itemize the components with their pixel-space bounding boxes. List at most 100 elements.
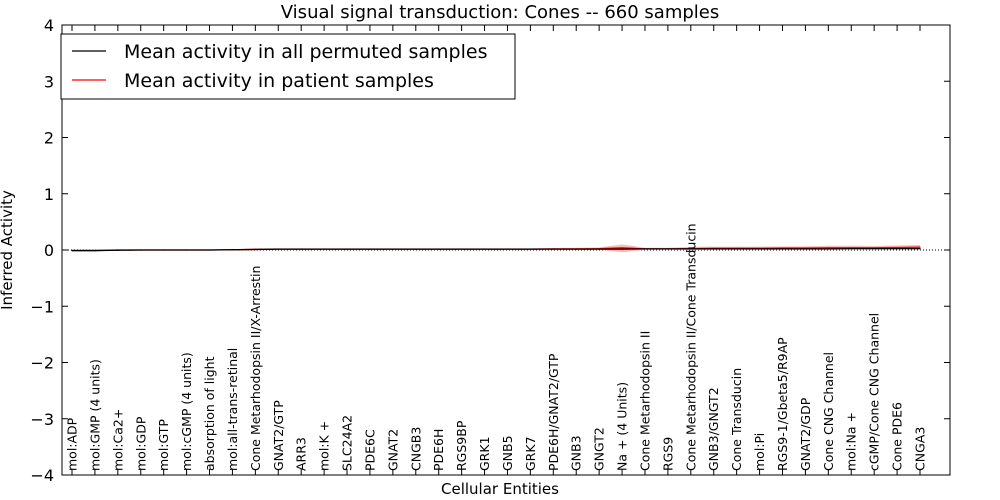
- point-patient-24: [621, 247, 623, 249]
- point-permuted-19: [506, 248, 509, 250]
- x-tick-label: CNGA3: [913, 427, 928, 471]
- point-permuted-4: [163, 249, 165, 251]
- x-tick-label: CNGB3: [408, 427, 423, 471]
- x-tick-label: PDE6H/GNAT2/GTP: [546, 353, 561, 471]
- x-tick-label: PDE6H: [431, 429, 446, 471]
- x-tick-label: Na + (4 Units): [615, 382, 630, 471]
- x-tick-label: GNB5: [500, 435, 515, 471]
- point-permuted-14: [392, 248, 394, 250]
- x-tick-label: GNAT2/GDP: [798, 397, 813, 471]
- point-permuted-11: [323, 248, 325, 250]
- point-permuted-3: [140, 249, 142, 251]
- y-axis-label: Inferred Activity: [0, 190, 16, 310]
- legend: Mean activity in all permuted samples Me…: [60, 33, 516, 100]
- x-tick-label: GNGT2: [592, 427, 607, 471]
- x-axis-label: Cellular Entities: [441, 480, 559, 498]
- x-tick-label: PDE6C: [362, 429, 377, 471]
- point-permuted-37: [919, 247, 921, 250]
- point-permuted-8: [254, 248, 256, 251]
- y-tick-label: 3: [44, 72, 54, 91]
- x-tick-label: SLC24A2: [340, 415, 355, 471]
- point-permuted-35: [873, 247, 875, 250]
- x-tick-label: RGS9BP: [454, 420, 469, 471]
- y-tick-label: −2: [30, 354, 54, 373]
- x-tick-label: Cone Metarhodopsin II: [638, 331, 653, 471]
- point-permuted-7: [231, 249, 234, 251]
- legend-label-permuted: Mean activity in all permuted samples: [124, 41, 487, 63]
- x-tick-label: GRK7: [523, 436, 538, 471]
- point-permuted-17: [461, 248, 463, 250]
- legend-label-patient: Mean activity in patient samples: [124, 70, 434, 92]
- x-tick-label: RGS9-1/Gbeta5/R9AP: [775, 337, 790, 471]
- x-tick-label: mol:Na +: [844, 412, 859, 471]
- point-permuted-24: [621, 248, 623, 250]
- point-permuted-22: [575, 248, 577, 250]
- x-tick-label: mol:GDP: [133, 416, 148, 471]
- legend-box: [60, 33, 516, 100]
- point-permuted-23: [598, 248, 600, 250]
- point-permuted-9: [277, 248, 279, 250]
- point-permuted-27: [690, 248, 692, 250]
- point-permuted-34: [850, 247, 852, 250]
- y-tick-label: 0: [44, 241, 54, 260]
- point-permuted-29: [736, 248, 738, 250]
- point-permuted-10: [300, 248, 302, 250]
- x-tick-label: mol:K +: [317, 421, 332, 471]
- point-permuted-1: [94, 249, 96, 252]
- x-tick-label: Cone PDE6: [890, 402, 905, 471]
- y-tick-label: 2: [44, 129, 54, 148]
- point-permuted-33: [827, 248, 829, 250]
- x-tick-label: GNAT2: [385, 429, 400, 471]
- x-tick-label: mol:Pi: [752, 433, 767, 471]
- point-permuted-6: [208, 249, 211, 251]
- patient-confidence-band: [72, 244, 920, 253]
- x-tick-label: mol:ADP: [65, 417, 80, 471]
- point-permuted-32: [804, 248, 807, 250]
- x-tick-label: GNB3/GNGT2: [706, 387, 721, 471]
- tick-layer: −4 −3 −2 −1 0 1 2 3 4 mol:ADP mol:GMP (4 units) mol…: [30, 16, 950, 485]
- point-patient-33: [827, 247, 829, 249]
- x-tick-label: mol:GTP: [156, 419, 171, 471]
- y-tick-label: 4: [44, 16, 54, 35]
- y-tick-label: −1: [30, 297, 54, 316]
- series-line-permuted: [72, 247, 920, 252]
- x-tick-label: mol:cGMP (4 units): [179, 352, 194, 471]
- point-permuted-2: [117, 249, 119, 251]
- x-tick-label: GRK1: [477, 436, 492, 471]
- point-permuted-12: [346, 248, 348, 250]
- x-tick-label: absorption of light: [202, 356, 217, 471]
- x-tick-label: Cone Transducin: [729, 368, 744, 471]
- x-tick-label: mol:GMP (4 units): [87, 359, 102, 471]
- x-tick-label: mol:Ca2+: [110, 409, 125, 471]
- point-permuted-0: [71, 249, 73, 252]
- point-permuted-25: [644, 248, 646, 250]
- point-permuted-5: [185, 249, 188, 251]
- point-permuted-21: [552, 248, 554, 250]
- point-patient-37: [919, 246, 921, 248]
- point-permuted-20: [529, 248, 531, 250]
- x-tick-label: Cone Metarhodopsin II/X-Arrestin: [248, 266, 263, 471]
- point-permuted-15: [415, 248, 417, 250]
- y-tick-label: 1: [44, 185, 54, 204]
- chart-title: Visual signal transduction: Cones -- 660…: [281, 2, 719, 23]
- point-permuted-30: [758, 248, 761, 250]
- point-permuted-28: [713, 248, 715, 250]
- point-permuted-31: [781, 248, 784, 250]
- plot-area: [62, 244, 950, 253]
- point-permuted-26: [667, 248, 669, 250]
- point-permuted-16: [438, 248, 440, 250]
- x-tick-label: GNAT2/GTP: [271, 400, 286, 471]
- x-tick-label: GNB3: [569, 435, 584, 471]
- x-tick-label: RGS9: [660, 437, 675, 471]
- point-permuted-13: [369, 248, 371, 250]
- y-tick-label: −4: [30, 466, 54, 485]
- point-permuted-18: [483, 248, 486, 250]
- x-tick-label: cGMP/Cone CNG Channel: [867, 313, 882, 471]
- y-tick-label: −3: [30, 410, 54, 429]
- x-tick-label: ARR3: [294, 437, 309, 471]
- x-tick-label: mol:all-trans-retinal: [225, 348, 240, 471]
- point-patient-36: [896, 246, 898, 249]
- x-tick-label: Cone Metarhodopsin II/Cone Transducin: [683, 223, 698, 471]
- point-permuted-36: [896, 247, 898, 250]
